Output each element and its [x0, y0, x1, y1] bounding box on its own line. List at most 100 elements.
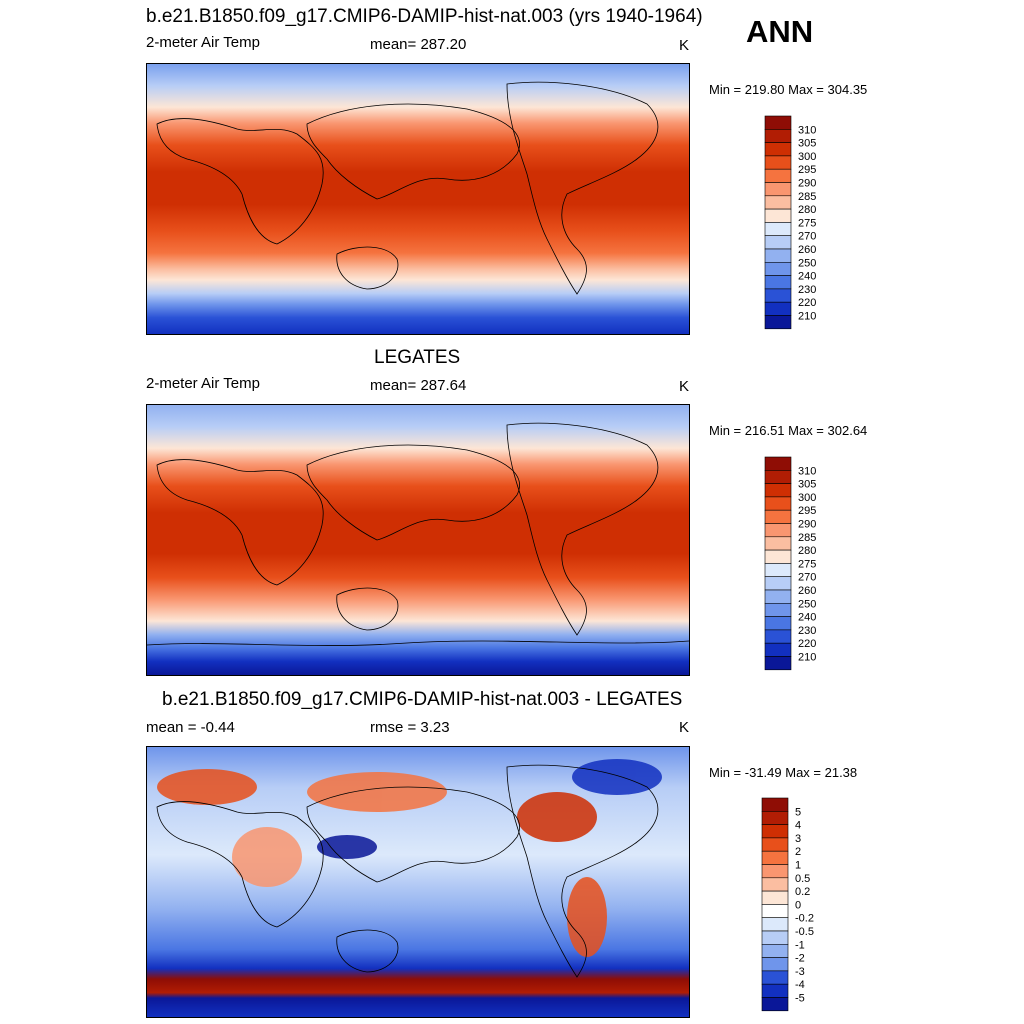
- colorbar-tick-label: 250: [798, 257, 816, 269]
- colorbar-box: [761, 824, 789, 839]
- panel2-mean-label: mean= 287.64: [370, 377, 467, 394]
- colorbar-tick-label: -2: [795, 953, 805, 965]
- panel1-title: b.e21.B1850.f09_g17.CMIP6-DAMIP-hist-nat…: [146, 6, 703, 27]
- panel2-colorbar-svg: 3103053002952902852802752702602502402302…: [764, 456, 816, 671]
- panel1-colorbar-svg: 3103053002952902852802752702602502402302…: [764, 115, 816, 330]
- colorbar-tick-label: 290: [798, 519, 816, 531]
- colorbar-tick-label: 4: [795, 820, 801, 832]
- colorbar-tick-label: 300: [798, 151, 816, 163]
- colorbar-tick-label: 295: [798, 505, 816, 517]
- colorbar-box: [764, 288, 792, 303]
- colorbar-tick-label: 0.2: [795, 886, 810, 898]
- colorbar-box: [764, 142, 792, 157]
- panel1-variable-label: 2-meter Air Temp: [146, 34, 260, 51]
- panel3-map-field: [147, 747, 689, 1017]
- colorbar-box: [764, 603, 792, 617]
- colorbar-box: [764, 262, 792, 276]
- colorbar-box: [764, 315, 792, 330]
- panel3-title: b.e21.B1850.f09_g17.CMIP6-DAMIP-hist-nat…: [162, 689, 683, 710]
- colorbar-box: [764, 129, 792, 143]
- colorbar-box: [761, 970, 789, 985]
- colorbar-box: [764, 509, 792, 524]
- colorbar-tick-label: 280: [798, 204, 816, 216]
- colorbar-tick-label: -4: [795, 979, 805, 991]
- colorbar-box: [764, 496, 792, 511]
- colorbar-box: [761, 811, 789, 825]
- colorbar-box: [761, 890, 789, 905]
- colorbar-box: [761, 850, 789, 865]
- colorbar-tick-label: 1: [795, 860, 801, 872]
- colorbar-box: [764, 642, 792, 657]
- colorbar-box: [764, 208, 792, 223]
- colorbar-box: [764, 523, 792, 538]
- panel2-colorbar: 310 305 300 295 290 285 280 275 270 260 250 240 230 2…: [764, 456, 825, 671]
- panel3-mean-label: mean = -0.44: [146, 719, 235, 736]
- colorbar-box: [764, 155, 792, 170]
- colorbar-tick-label: 280: [798, 545, 816, 557]
- colorbar-box: [764, 576, 792, 591]
- colorbar-box: [761, 930, 789, 945]
- colorbar-box: [764, 168, 792, 183]
- colorbar-box: [764, 589, 792, 604]
- colorbar-box: [764, 483, 792, 498]
- colorbar-tick-label: 220: [798, 638, 816, 650]
- colorbar-box: [761, 837, 789, 852]
- colorbar-tick-label: 230: [798, 625, 816, 637]
- colorbar-tick-label: -0.5: [795, 926, 814, 938]
- colorbar-box: [761, 997, 789, 1012]
- colorbar-box: [764, 456, 792, 471]
- colorbar-tick-label: 210: [798, 652, 816, 664]
- colorbar-box: [764, 549, 792, 564]
- colorbar-box: [764, 470, 792, 484]
- colorbar-box: [764, 656, 792, 671]
- colorbar-box: [761, 864, 789, 879]
- colorbar-tick-label: -3: [795, 966, 805, 978]
- panel3-map: [146, 746, 690, 1018]
- panel1-mean-label: mean= 287.20: [370, 36, 467, 53]
- colorbar-tick-label: 0: [795, 899, 801, 911]
- panel3-colorbar: 5 4 3 2 1 0.5 0.2 0 -0.2 -0.5 -1 -2 -3 -4 -5: [761, 797, 822, 1012]
- colorbar-tick-label: 310: [798, 465, 816, 477]
- colorbar-tick-label: 270: [798, 572, 816, 584]
- colorbar-box: [764, 222, 792, 237]
- panel2-variable-label: 2-meter Air Temp: [146, 375, 260, 392]
- panel1-map-field: [147, 64, 689, 334]
- colorbar-box: [761, 904, 789, 919]
- colorbar-box: [764, 248, 792, 263]
- colorbar-tick-label: -1: [795, 939, 805, 951]
- colorbar-tick-label: 220: [798, 297, 816, 309]
- panel1-colorbar: 310 305 300 295 290 285 280 275 270 260 250 240 230 2…: [764, 115, 825, 330]
- panel2-map-field: [147, 405, 689, 675]
- colorbar-tick-label: 3: [795, 833, 801, 845]
- colorbar-tick-label: 0.5: [795, 873, 810, 885]
- panel3-unit-label: K: [679, 719, 690, 736]
- colorbar-tick-label: -0.2: [795, 913, 814, 925]
- colorbar-box: [764, 182, 792, 197]
- colorbar-tick-label: 285: [798, 532, 816, 544]
- colorbar-tick-label: 310: [798, 124, 816, 136]
- panel2-unit-label: K: [679, 378, 690, 395]
- colorbar-box: [764, 235, 792, 250]
- colorbar-box: [761, 797, 789, 812]
- colorbar-box: [764, 616, 792, 631]
- colorbar-box: [764, 629, 792, 644]
- panel2-title: LEGATES: [374, 347, 461, 368]
- colorbar-tick-label: 260: [798, 244, 816, 256]
- colorbar-tick-label: 305: [798, 479, 816, 491]
- panel1-unit-label: K: [679, 37, 690, 54]
- colorbar-box: [761, 877, 789, 892]
- colorbar-box: [764, 115, 792, 130]
- colorbar-tick-label: 210: [798, 311, 816, 323]
- colorbar-box: [764, 301, 792, 316]
- colorbar-box: [764, 275, 792, 290]
- panel3-rmse-label: rmse = 3.23: [370, 719, 450, 736]
- panel1-map: [146, 63, 690, 335]
- panel1-minmax: Min = 219.80 Max = 304.35: [709, 82, 868, 97]
- colorbar-tick-label: 300: [798, 492, 816, 504]
- colorbar-tick-label: 290: [798, 178, 816, 190]
- colorbar-box: [764, 536, 792, 551]
- colorbar-tick-label: 305: [798, 138, 816, 150]
- colorbar-box: [761, 957, 789, 972]
- panel2-minmax: Min = 216.51 Max = 302.64: [709, 423, 868, 438]
- colorbar-tick-label: -5: [795, 993, 805, 1005]
